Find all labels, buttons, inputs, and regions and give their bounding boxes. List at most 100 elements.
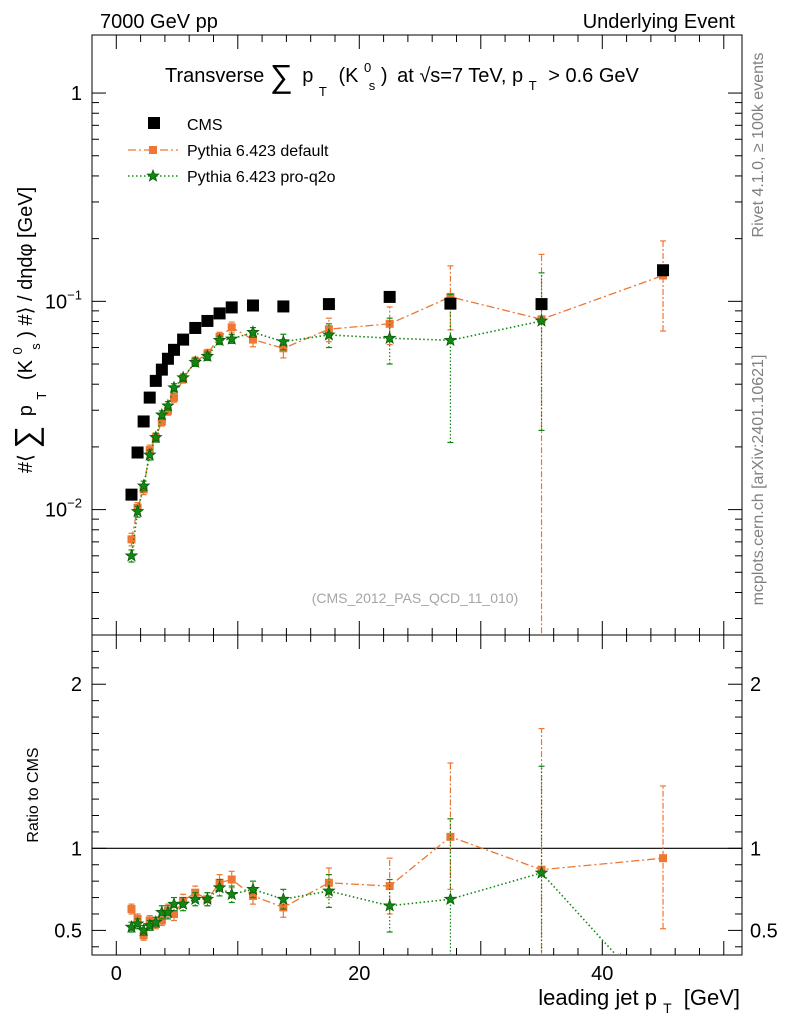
ratio-pythia-q2o-point — [382, 898, 397, 912]
cms-point — [201, 314, 214, 327]
pythia-q2o-point — [212, 333, 227, 347]
cms-point — [143, 391, 156, 404]
pythia-q2o-point — [148, 430, 163, 444]
pythia-q2o-point — [200, 349, 215, 363]
ratio-pythia-default-point — [659, 854, 668, 863]
legend-label-q2o: Pythia 6.423 pro-q2o — [187, 169, 336, 186]
pythia-q2o-point — [167, 380, 181, 394]
legend-default-marker — [149, 146, 157, 154]
ratio-panel-frame — [91, 634, 743, 956]
pythia-q2o-point — [136, 478, 151, 492]
ratio-pythia-q2o-point — [212, 880, 227, 894]
cms-point — [189, 321, 202, 334]
cms-point — [277, 300, 290, 313]
main-y-tick-labels: 1 10−1 10−2 — [45, 83, 82, 522]
pythia-default-line — [130, 274, 664, 540]
cms-point — [225, 301, 238, 314]
ratio-pythia-q2o-point — [130, 916, 145, 930]
pythia-default-point — [163, 406, 172, 415]
ratio-pythia-q2o-point — [246, 882, 260, 896]
ratio-series-layer — [92, 727, 742, 954]
ratio-y-tick-label: 2 — [71, 674, 82, 696]
legend-q2o-marker — [146, 168, 160, 182]
ratio-y-tick-labels: 0.5 0.5 1 1 2 2 — [54, 674, 778, 942]
pythia-q2o-point — [130, 504, 145, 518]
x-tick-label: 20 — [348, 963, 370, 985]
analysis-watermark: (CMS_2012_PAS_QCD_11_010) — [312, 590, 519, 606]
cms-point — [168, 343, 181, 356]
ratio-pythia-default-point — [279, 903, 288, 912]
pythia-default-point — [227, 323, 236, 332]
legend-label-cms: CMS — [187, 117, 223, 134]
cms-point — [125, 488, 138, 501]
mcplots-label: mcplots.cern.ch [arXiv:2401.10621] — [750, 355, 767, 606]
ratio-pythia-default-line — [130, 836, 664, 938]
pythia-default-point — [248, 335, 257, 344]
pythia-default-point — [279, 344, 288, 353]
legend-cms-marker — [148, 117, 160, 129]
pythia-default-point — [127, 535, 136, 544]
ratio-pythia-q2o-point — [148, 915, 163, 928]
pythia-q2o-point — [276, 334, 291, 348]
pythia-q2o-point — [322, 327, 336, 341]
header-right: Underlying Event — [583, 11, 736, 33]
ratio-y-axis-label: Ratio to CMS — [25, 747, 42, 842]
ratio-axis-ticks — [92, 621, 742, 955]
cms-point — [444, 297, 457, 310]
cms-point — [657, 264, 670, 277]
pythia-q2o-point — [155, 407, 169, 421]
main-panel: 1 10−1 10−2 — [45, 34, 743, 636]
main-series-layer — [124, 240, 670, 635]
main-title: Transverse ∑ p T (K 0 s ) at √s=7 TeV, p… — [165, 55, 640, 101]
pythia-q2o-point — [142, 447, 157, 461]
pythia-q2o-point — [224, 331, 239, 345]
pythia-q2o-point — [534, 313, 549, 327]
ratio-pythia-q2o-point — [200, 892, 215, 905]
pythia-q2o-point — [176, 370, 190, 384]
cms-point — [155, 363, 168, 376]
cms-point — [246, 299, 259, 312]
ratio-y-tick-label-right: 1 — [750, 838, 761, 860]
main-y-tick-label: 10−2 — [45, 496, 82, 522]
pythia-default-point — [170, 393, 179, 402]
ratio-pythia-q2o-point — [188, 892, 203, 905]
cms-point — [383, 290, 396, 303]
ratio-pythia-default-point — [446, 832, 455, 841]
ratio-y-tick-label-right: 0.5 — [750, 920, 778, 942]
ratio-pythia-default-point — [227, 875, 236, 884]
header-left: 7000 GeV pp — [100, 11, 218, 33]
main-y-tick-label: 1 — [71, 83, 82, 105]
ratio-pythia-q2o-point — [322, 883, 336, 897]
pythia-q2o-point — [382, 331, 397, 345]
cms-point — [149, 374, 162, 387]
cms-point — [137, 415, 150, 428]
legend: CMS Pythia 6.423 default Pythia 6.423 pr… — [128, 117, 336, 186]
x-axis-label: leading jet p T [GeV] — [538, 985, 740, 1018]
ratio-pythia-default-point — [248, 891, 257, 900]
pythia-q2o-point — [161, 398, 175, 412]
cms-point — [131, 446, 144, 459]
x-tick-label: 40 — [591, 963, 613, 985]
ratio-pythia-default-point — [127, 905, 136, 914]
ratio-pythia-q2o-point — [161, 905, 175, 919]
pythia-q2o-point — [443, 333, 458, 347]
ratio-pythia-q2o-point — [443, 892, 458, 905]
ratio-panel: 0.5 0.5 1 1 2 2 0 20 40 — [54, 621, 778, 985]
cms-point — [322, 298, 335, 311]
pythia-default-point — [446, 292, 455, 301]
ratio-pythia-q2o-line — [131, 871, 617, 954]
pythia-q2o-point — [246, 325, 260, 339]
ratio-pythia-q2o-point — [534, 865, 549, 879]
ratio-pythia-q2o-point — [176, 896, 190, 910]
pythia-q2o-point — [124, 548, 139, 562]
ratio-pythia-default-point — [170, 909, 179, 918]
x-tick-label: 0 — [111, 963, 122, 985]
ratio-pythia-q2o-point — [620, 952, 621, 954]
ratio-y-tick-label: 0.5 — [54, 920, 82, 942]
ratio-pythia-q2o-point — [224, 887, 239, 901]
cms-point — [535, 298, 548, 311]
main-y-axis-label: #⟨ ∑ p T (K 0 s ) #⟩ / dηdφ [GeV] — [5, 187, 51, 473]
main-axis-ticks — [92, 35, 742, 620]
rivet-version-label: Rivet 4.1.0, ≥ 100k events — [750, 53, 767, 238]
